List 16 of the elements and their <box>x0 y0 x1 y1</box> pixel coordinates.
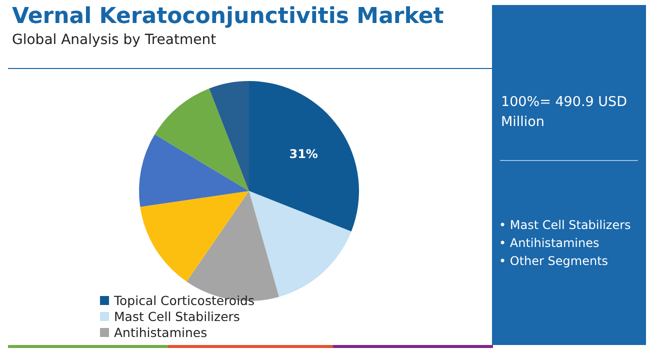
pie-slice <box>140 191 249 282</box>
text: • Mast Cell Stabilizers <box>499 218 631 232</box>
text: • Antihistamines <box>499 236 600 250</box>
pie-slice <box>249 191 352 297</box>
text: 100%= 490.9 USD Million <box>501 93 628 132</box>
chart-title: Vernal Keratoconjunctivitis Market <box>12 4 444 29</box>
legend-label: Mast Cell Stabilizers <box>114 308 240 324</box>
pie-slice <box>209 81 249 191</box>
chart-subtitle: Global Analysis by Treatment <box>12 32 216 48</box>
pie-slice <box>249 81 359 232</box>
legend-label: Topical Corticosteroids <box>114 292 254 308</box>
pie-slice <box>139 134 249 207</box>
data-label: 31% <box>289 146 318 161</box>
pie-slice <box>154 88 249 191</box>
legend-label: Antihistamines <box>114 324 208 340</box>
text: • Other Segments <box>499 254 608 268</box>
